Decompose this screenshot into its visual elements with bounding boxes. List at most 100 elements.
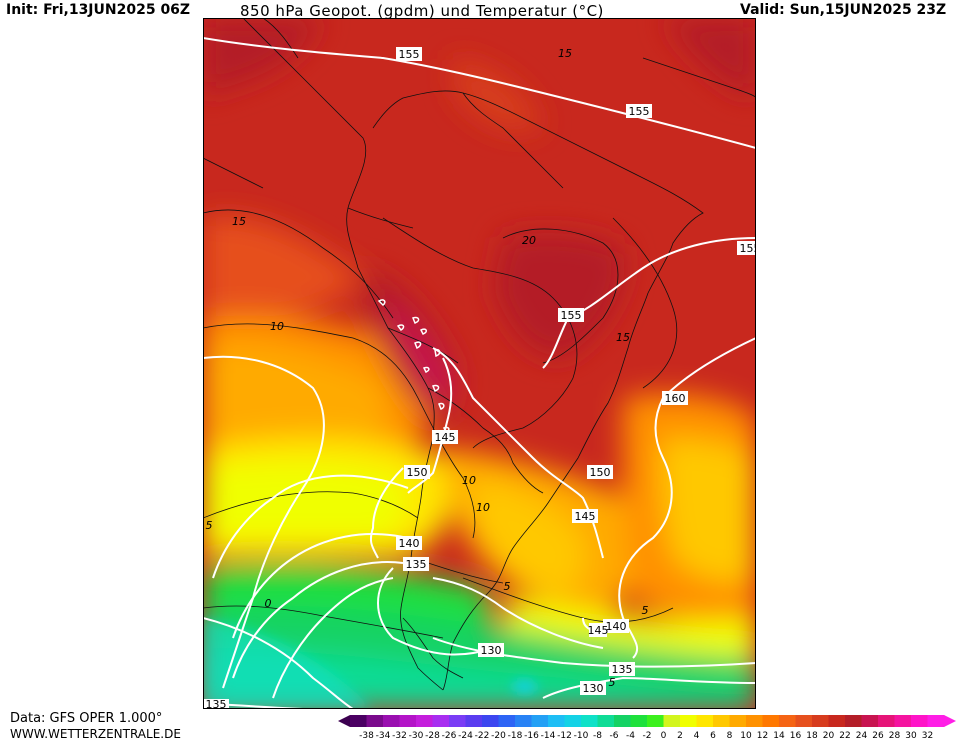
legend-swatch <box>630 715 648 727</box>
label-box: 135 <box>609 662 635 676</box>
label-box: 150 <box>404 465 430 479</box>
legend-swatch <box>680 715 697 727</box>
chart-title: 850 hPa Geopot. (gpdm) und Temperatur (°… <box>240 2 604 20</box>
legend-swatch <box>828 715 846 727</box>
legend-tick-label: -38 <box>359 731 374 741</box>
legend-tick-label: 10 <box>740 731 752 741</box>
legend-swatch <box>894 715 912 727</box>
temp-label: 15 <box>232 215 246 228</box>
legend-tick-label: -6 <box>610 731 619 741</box>
legend-swatch <box>729 715 747 727</box>
weather-map: 155 155 155 155 160 145 150 150 145 140 … <box>203 18 756 709</box>
legend-tick-label: -14 <box>541 731 556 741</box>
legend-tick-label: -18 <box>508 731 523 741</box>
temp-label: 5 <box>609 676 616 689</box>
geopot-label: 130 <box>481 644 502 657</box>
temperature-isotherms <box>203 57 756 639</box>
label-box: 155 <box>396 47 422 61</box>
label-box: 155 <box>626 104 652 118</box>
legend-tick-label: -20 <box>491 731 506 741</box>
temp-label: 0 <box>265 597 272 610</box>
legend-swatch <box>927 715 945 727</box>
legend-swatch <box>416 715 433 727</box>
geopot-label: 155 <box>399 48 420 61</box>
temp-label: 5 <box>642 604 649 617</box>
legend-swatch <box>597 715 615 727</box>
legend-swatch <box>498 715 516 727</box>
legend-swatch <box>383 715 400 727</box>
temp-label: 10 <box>476 501 490 514</box>
legend-swatch <box>713 715 730 727</box>
legend-tick-label: 0 <box>661 731 667 741</box>
legend-swatch <box>878 715 895 727</box>
legend-tick-label: -4 <box>626 731 635 741</box>
legend-tick-label: 28 <box>889 731 901 741</box>
legend-swatch <box>647 715 664 727</box>
legend-labels: -38 -34 -32 -30 -28 -26 -24 -22 -20 -18 -16 -14 -12-… <box>359 731 933 741</box>
temperature-field <box>203 18 756 709</box>
coastlines <box>203 18 704 691</box>
legend-swatch <box>564 715 582 727</box>
geopot-label: 155 <box>740 242 757 255</box>
legend-swatch <box>762 715 780 727</box>
legend-tick-label: -34 <box>376 731 391 741</box>
label-box: 135 <box>203 698 229 709</box>
geopot-label: 140 <box>399 537 420 550</box>
legend-swatch <box>663 715 681 727</box>
legend-tick-label: -32 <box>392 731 407 741</box>
temperature-labels: 15 15 15 20 10 10 10 5 5 5 0 5 <box>206 47 649 689</box>
legend-arrow-right <box>944 715 956 727</box>
label-box: 145 <box>588 623 609 637</box>
legend-swatch <box>548 715 565 727</box>
map-frame <box>203 18 756 709</box>
label-box: 160 <box>662 391 688 405</box>
label-box: 155 <box>737 241 756 255</box>
legend-tick-label: 6 <box>710 731 716 741</box>
legend-swatch <box>696 715 714 727</box>
legend-swatch <box>845 715 862 727</box>
legend-arrow-left <box>338 715 350 727</box>
legend-tick-label: 2 <box>677 731 683 741</box>
legend-tick-label: 14 <box>773 731 785 741</box>
legend-tick-label: -8 <box>593 731 602 741</box>
label-box: 130 <box>580 681 606 695</box>
data-source: Data: GFS OPER 1.000° <box>10 711 163 726</box>
temp-label: 20 <box>522 234 536 247</box>
label-box: 155 <box>558 308 584 322</box>
legend-tick-label: 32 <box>922 731 933 741</box>
legend-swatch <box>531 715 549 727</box>
legend-swatch <box>432 715 450 727</box>
legend-tick-label: -12 <box>557 731 572 741</box>
temp-label: 5 <box>504 580 511 593</box>
legend-swatch <box>465 715 483 727</box>
legend-tick-label: 12 <box>757 731 768 741</box>
legend-tick-label: -30 <box>409 731 424 741</box>
legend-swatch <box>449 715 466 727</box>
legend-tick-label: 26 <box>872 731 884 741</box>
temp-label: 15 <box>616 331 630 344</box>
legend-tick-label: -26 <box>442 731 457 741</box>
legend-swatches <box>338 715 956 727</box>
label-box: 150 <box>587 465 613 479</box>
geopotential-labels: 155 155 155 155 160 145 150 150 145 140 … <box>203 47 756 709</box>
legend-tick-label: 22 <box>839 731 850 741</box>
legend-swatch <box>399 715 417 727</box>
geopot-label: 135 <box>612 663 633 676</box>
legend-tick-label: 24 <box>856 731 868 741</box>
legend-tick-label: 8 <box>727 731 733 741</box>
legend-tick-label: 16 <box>790 731 802 741</box>
legend-swatch <box>795 715 813 727</box>
website: WWW.WETTERZENTRALE.DE <box>10 727 181 741</box>
legend-swatch <box>614 715 631 727</box>
label-box: 145 <box>432 430 458 444</box>
temp-label: 15 <box>558 47 572 60</box>
label-box: 140 <box>603 619 629 633</box>
init-time: Init: Fri,13JUN2025 06Z <box>6 2 191 18</box>
legend-swatch <box>812 715 829 727</box>
geopot-label: 150 <box>590 466 611 479</box>
geopot-label: 145 <box>435 431 456 444</box>
geopot-label: 130 <box>583 682 604 695</box>
color-legend: -38 -34 -32 -30 -28 -26 -24 -22 -20 -18 -16 -14 -12-… <box>336 713 958 741</box>
legend-swatch <box>350 715 367 727</box>
legend-swatch <box>779 715 796 727</box>
